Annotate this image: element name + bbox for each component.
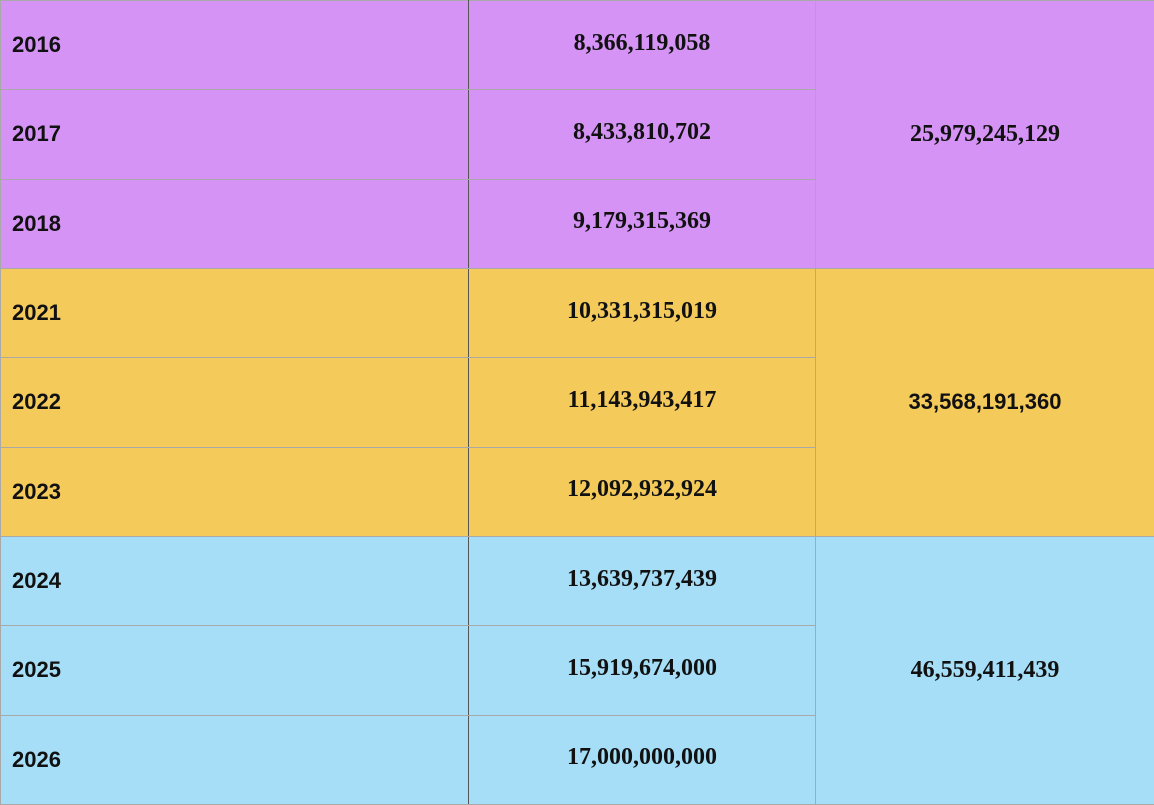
year-cell: 2018 bbox=[0, 178, 469, 269]
year-cell: 2024 bbox=[0, 535, 469, 627]
amount-value: 12,092,932,924 bbox=[567, 476, 717, 503]
amount-value: 9,179,315,369 bbox=[573, 208, 711, 235]
year-cell: 2025 bbox=[0, 625, 469, 716]
group-total-cell: 46,559,411,439 bbox=[815, 535, 1154, 805]
amount-value: 8,366,119,058 bbox=[573, 29, 711, 56]
table-row: 2022 11,143,943,417 bbox=[0, 357, 1154, 448]
year-cell: 2026 bbox=[0, 714, 469, 805]
table-row: 2016 8,366,119,058 25,979,245,129 bbox=[0, 0, 1154, 269]
table-row: 2025 15,919,674,000 bbox=[0, 625, 1154, 716]
table-row: 2023 12,092,932,924 bbox=[0, 446, 1154, 537]
group-total-value: 46,559,411,439 bbox=[910, 656, 1060, 683]
amount-cell: 12,092,932,924 bbox=[468, 446, 816, 537]
amount-value: 17,000,000,000 bbox=[567, 744, 717, 771]
amount-cell: 11,143,943,417 bbox=[468, 357, 816, 448]
amount-cell: 17,000,000,000 bbox=[468, 714, 816, 805]
table-row: 2026 17,000,000,000 bbox=[0, 714, 1154, 805]
table-row: 2021 10,331,315,019 33,568,191,360 bbox=[0, 267, 1154, 537]
group-total-cell: 33,568,191,360 bbox=[815, 267, 1154, 537]
amount-value: 10,331,315,019 bbox=[567, 297, 717, 324]
group-total-value: 25,979,245,129 bbox=[910, 120, 1060, 147]
year-cell: 2022 bbox=[0, 357, 469, 448]
table-row: 2018 9,179,315,369 bbox=[0, 178, 1154, 269]
amount-cell: 8,366,119,058 bbox=[468, 0, 816, 91]
amount-cell: 13,639,737,439 bbox=[468, 535, 816, 627]
group-total-cell: 25,979,245,129 bbox=[815, 0, 1154, 269]
year-cell: 2016 bbox=[0, 0, 469, 91]
amount-cell: 10,331,315,019 bbox=[468, 267, 816, 359]
amount-cell: 8,433,810,702 bbox=[468, 89, 816, 180]
amount-value: 15,919,674,000 bbox=[567, 654, 717, 681]
amount-cell: 9,179,315,369 bbox=[468, 178, 816, 269]
table-row: 2017 8,433,810,702 bbox=[0, 89, 1154, 180]
amount-value: 13,639,737,439 bbox=[567, 565, 717, 592]
year-cell: 2021 bbox=[0, 267, 469, 359]
table-row: 2024 13,639,737,439 46,559,411,439 bbox=[0, 535, 1154, 805]
year-cell: 2017 bbox=[0, 89, 469, 180]
amount-cell: 15,919,674,000 bbox=[468, 625, 816, 716]
group-total-value: 33,568,191,360 bbox=[908, 389, 1062, 415]
year-cell: 2023 bbox=[0, 446, 469, 537]
amount-value: 8,433,810,702 bbox=[573, 118, 711, 145]
amount-value: 11,143,943,417 bbox=[567, 386, 717, 413]
